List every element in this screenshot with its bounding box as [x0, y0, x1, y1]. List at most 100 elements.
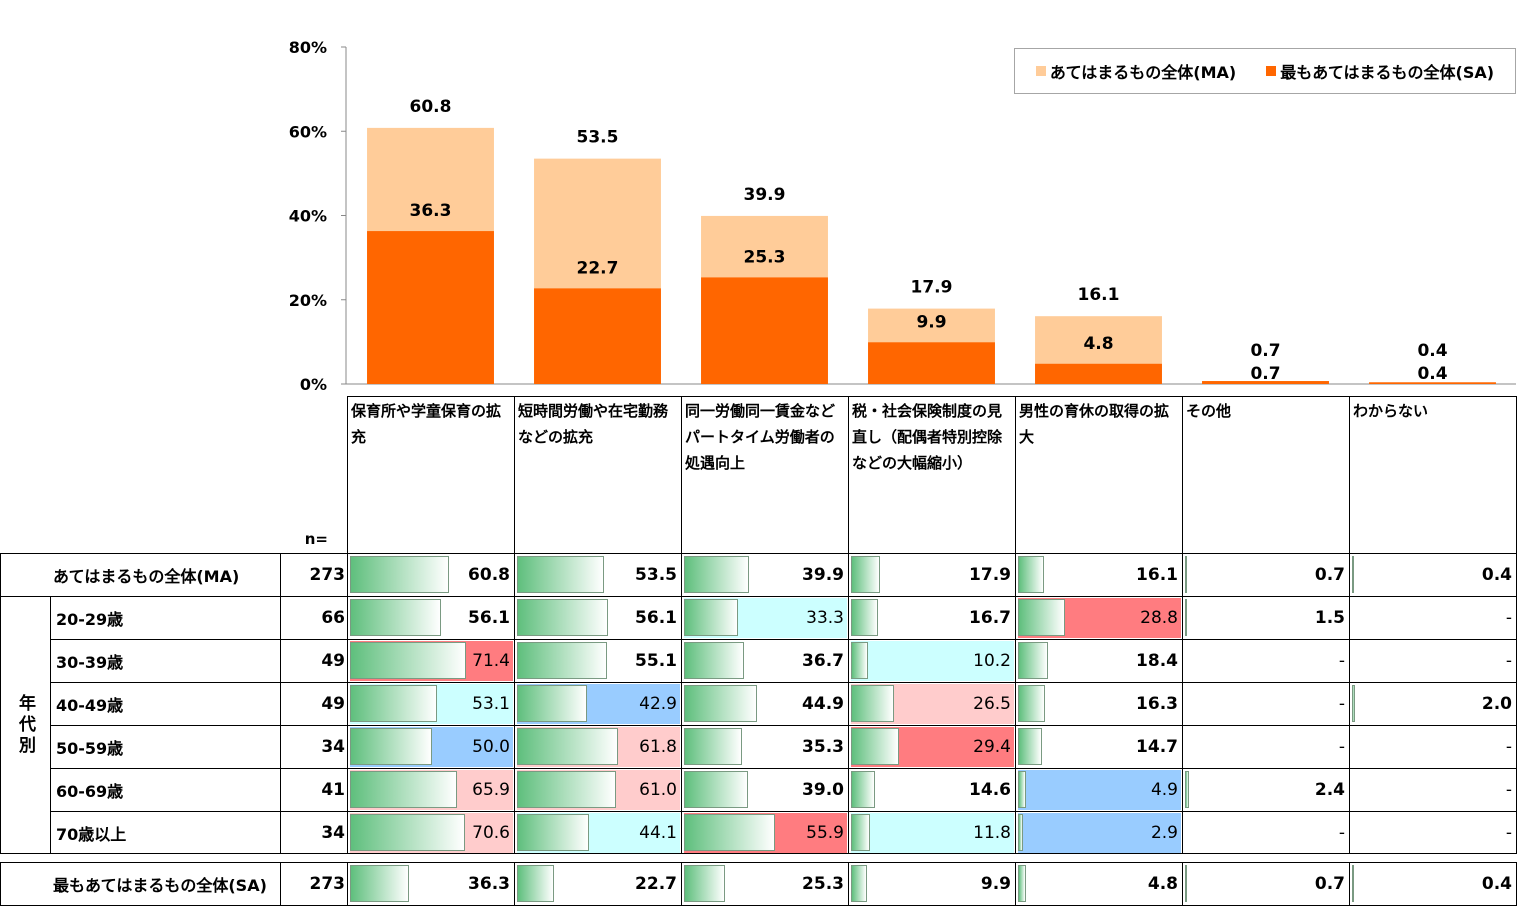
- cell-value: 16.1: [1136, 565, 1178, 585]
- cell-bar: [517, 728, 618, 765]
- cell-bar: [684, 771, 748, 808]
- data-cell: 36.7: [681, 639, 848, 682]
- data-cell: 53.5: [514, 553, 681, 596]
- cell-bar: [1018, 814, 1023, 851]
- data-cell: 18.4: [1015, 639, 1182, 682]
- column-header: 男性の育休の取得の拡大: [1015, 396, 1182, 553]
- cell-bar: [350, 771, 458, 808]
- cell-bar: [517, 865, 554, 902]
- legend-label-sa: 最もあてはまるもの全体(SA): [1280, 63, 1495, 82]
- column-header: 保育所や学童保育の拡充: [347, 396, 514, 553]
- data-cell: 22.7: [514, 862, 681, 905]
- cell-bar: [684, 685, 758, 722]
- cell-bar: [350, 599, 442, 636]
- y-tick-label: 60%: [289, 122, 327, 141]
- cell-value: -: [1338, 823, 1345, 843]
- cell-value: 4.8: [1147, 874, 1178, 894]
- cell-value: 25.3: [802, 874, 844, 894]
- cell-bar: [684, 865, 726, 902]
- cell-bar: [1185, 599, 1188, 636]
- data-cell: 44.9: [681, 682, 848, 725]
- cell-bar: [684, 599, 739, 636]
- row-label: 70歳以上: [50, 811, 280, 854]
- data-cell: -: [1349, 596, 1516, 639]
- data-cell: -: [1182, 811, 1349, 854]
- bar-sa: [534, 288, 661, 384]
- cell-value: 14.7: [1136, 737, 1178, 757]
- data-cell: 36.3: [347, 862, 514, 905]
- data-cell: 0.4: [1349, 862, 1516, 905]
- cell-value: -: [1505, 737, 1512, 757]
- data-cell: 4.8: [1015, 862, 1182, 905]
- cell-value: 2.9: [1150, 823, 1178, 843]
- cell-highlight: [851, 641, 1014, 681]
- row-label: 50-59歳: [50, 725, 280, 768]
- data-cell: 10.2: [848, 639, 1015, 682]
- data-cell: 0.4: [1349, 553, 1516, 596]
- data-label-sa: 25.3: [744, 247, 786, 267]
- group-label: 年代別: [0, 596, 50, 853]
- cell-value: 61.8: [639, 737, 677, 757]
- y-tick-label: 0%: [300, 375, 327, 394]
- data-cell: 2.9: [1015, 811, 1182, 854]
- cell-bar: [851, 599, 879, 636]
- data-cell: 9.9: [848, 862, 1015, 905]
- bar-sa: [367, 231, 494, 384]
- table-border: [1516, 862, 1518, 905]
- cell-value: 22.7: [635, 874, 677, 894]
- data-label-sa: 0.7: [1250, 364, 1280, 384]
- bar-chart: 0% 20% 40% 60% 80% 60.8 36.3 53.5 22.7 39.9 25.3 17…: [289, 38, 1516, 394]
- bar-sa: [1035, 363, 1162, 384]
- cell-value: 39.9: [802, 565, 844, 585]
- row-n: 273: [280, 553, 347, 596]
- table-border: [1516, 682, 1518, 725]
- cell-bar: [851, 728, 899, 765]
- cell-highlight: [1018, 813, 1181, 853]
- n-label: n=: [304, 530, 328, 548]
- cell-value: 44.9: [802, 694, 844, 714]
- cell-bar: [1185, 556, 1187, 593]
- cell-value: 56.1: [468, 608, 510, 628]
- cell-value: 55.9: [806, 823, 844, 843]
- data-cell: 61.8: [514, 725, 681, 768]
- cell-value: 33.3: [806, 608, 844, 628]
- data-cell: -: [1182, 682, 1349, 725]
- table-border: [0, 905, 1517, 907]
- cell-bar: [851, 556, 881, 593]
- table-border: [1516, 396, 1518, 554]
- cell-value: 16.7: [969, 608, 1011, 628]
- data-label-ma: 53.5: [577, 128, 619, 148]
- row-label: 30-39歳: [50, 639, 280, 682]
- data-cell: 16.1: [1015, 553, 1182, 596]
- cell-value: 60.8: [468, 565, 510, 585]
- cell-bar: [684, 728, 742, 765]
- cell-value: 4.9: [1150, 780, 1178, 800]
- table-border: [0, 853, 1517, 855]
- cell-value: 61.0: [639, 780, 677, 800]
- table-border: [1516, 553, 1518, 596]
- data-label-ma: 39.9: [744, 185, 786, 205]
- data-cell: 56.1: [514, 596, 681, 639]
- cell-value: 29.4: [973, 737, 1011, 757]
- data-cell: 2.4: [1182, 768, 1349, 811]
- data-label-sa: 36.3: [410, 201, 452, 221]
- data-cell: 26.5: [848, 682, 1015, 725]
- cell-value: 39.0: [802, 780, 844, 800]
- data-cell: -: [1349, 768, 1516, 811]
- row-n: 66: [280, 596, 347, 639]
- cell-value: 2.0: [1481, 694, 1512, 714]
- cell-value: 50.0: [472, 737, 510, 757]
- row-n: 34: [280, 725, 347, 768]
- legend-swatch-sa: [1266, 66, 1277, 76]
- row-n: 41: [280, 768, 347, 811]
- data-cell: 55.9: [681, 811, 848, 854]
- data-cell: 61.0: [514, 768, 681, 811]
- data-cell: 39.0: [681, 768, 848, 811]
- cell-bar: [1018, 556, 1045, 593]
- cell-bar: [1352, 556, 1354, 593]
- cell-value: 9.9: [980, 874, 1011, 894]
- cell-value: -: [1505, 651, 1512, 671]
- legend-item-sa: 最もあてはまるもの全体(SA): [1266, 59, 1494, 83]
- cell-bar: [1352, 865, 1354, 902]
- cell-value: -: [1505, 780, 1512, 800]
